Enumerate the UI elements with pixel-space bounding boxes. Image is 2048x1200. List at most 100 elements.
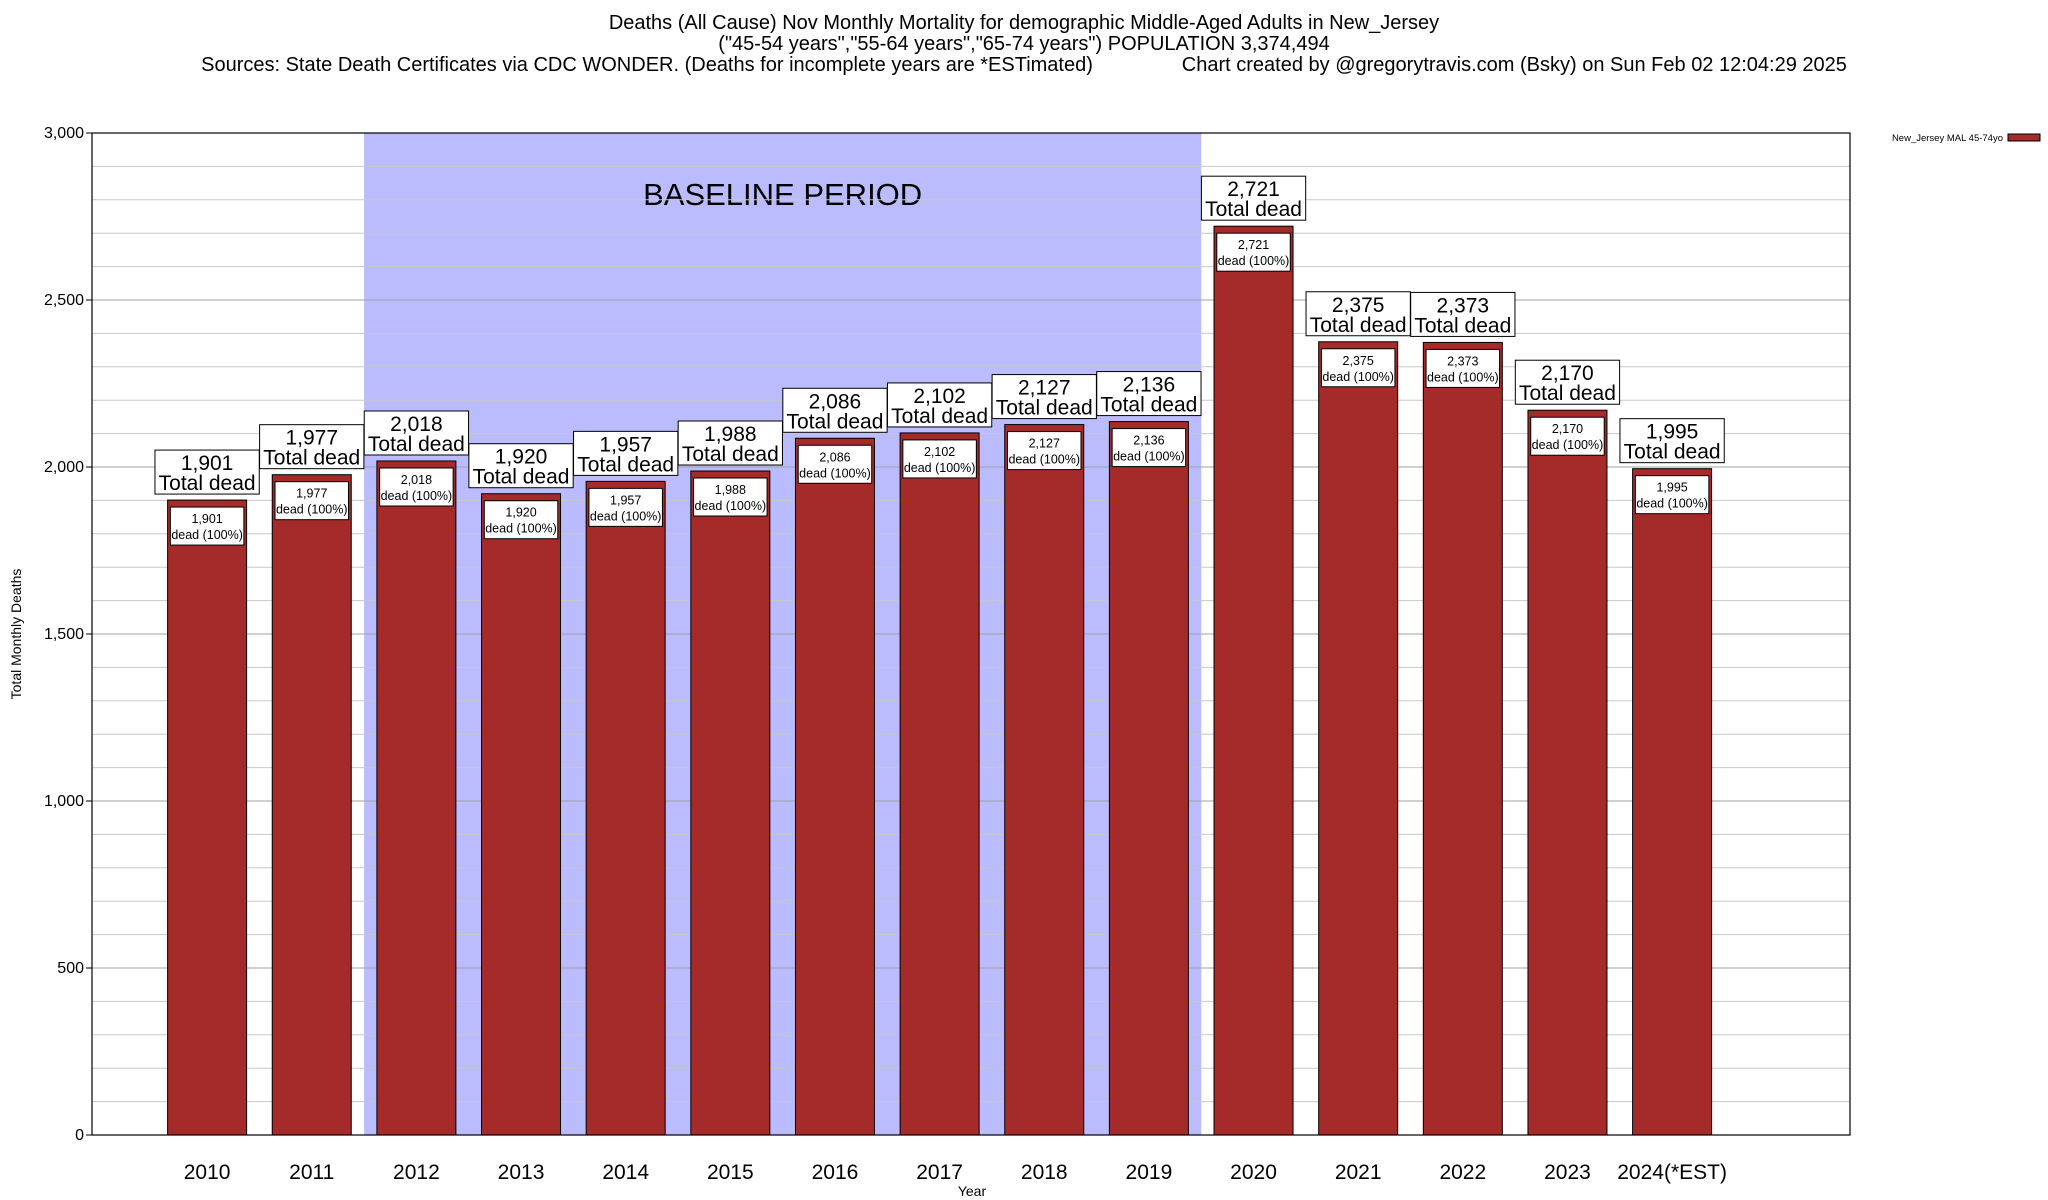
bar-inner-caption: dead (100%): [1636, 497, 1708, 511]
y-tick-label: 0: [75, 1127, 84, 1144]
bar-top-caption: Total dead: [1414, 314, 1511, 337]
bar: [690, 470, 771, 1136]
bar-inner-caption: dead (100%): [695, 499, 767, 513]
y-tick-label: 1,000: [44, 793, 84, 810]
bar-top-value: 1,920: [495, 446, 548, 469]
bar-top-value: 1,901: [181, 452, 234, 475]
bar: [1213, 225, 1294, 1136]
bar-top-label-box: [363, 410, 470, 456]
bar-top-value: 1,995: [1646, 421, 1699, 444]
bar-inner-value: 2,136: [1133, 434, 1164, 448]
bar-inner-label-box: [797, 444, 873, 484]
bar-top-caption: Total dead: [891, 405, 988, 428]
bar-inner-value: 1,957: [610, 493, 641, 507]
bar-inner-label-box: [379, 467, 454, 507]
chart-subtitle: ("45-54 years","55-64 years","65-74 year…: [718, 33, 1330, 55]
bar-inner-caption: dead (100%): [381, 489, 453, 503]
bar-inner-caption: dead (100%): [171, 528, 243, 542]
plot-frame: [91, 132, 1851, 1136]
bar-top-value: 2,170: [1541, 362, 1594, 385]
x-axis-label: Year: [958, 1183, 987, 1199]
bar-inner-value: 2,721: [1238, 238, 1269, 252]
bar-inner-caption: dead (100%): [276, 503, 348, 517]
bar-inner-caption: dead (100%): [904, 461, 976, 475]
bar-top-value: 2,721: [1227, 178, 1280, 201]
bar-inner-caption: dead (100%): [1532, 438, 1604, 452]
x-tick-label: 2019: [1126, 1161, 1173, 1184]
bar-top-label-box: [1619, 418, 1725, 464]
x-tick-label: 2024(*EST): [1617, 1161, 1727, 1184]
bar-inner-value: 2,018: [401, 473, 432, 487]
bar: [1632, 468, 1713, 1136]
x-tick-label: 2016: [812, 1161, 859, 1184]
x-tick-label: 2010: [184, 1161, 231, 1184]
bar-inner-value: 2,102: [924, 445, 955, 459]
x-tick-label: 2012: [393, 1161, 440, 1184]
y-tick-label: 2,000: [44, 459, 84, 476]
legend-entry-label: New_Jersey MAL 45-74yo: [1892, 133, 2003, 144]
x-tick-label: 2020: [1230, 1161, 1277, 1184]
bar-inner-label-box: [1216, 232, 1291, 272]
bar-top-value: 1,988: [704, 423, 757, 446]
x-tick-label: 2022: [1439, 1161, 1486, 1184]
bar-top-label-box: [1410, 291, 1516, 337]
chart-title: Deaths (All Cause) Nov Monthly Mortality…: [608, 12, 1440, 34]
bar: [794, 437, 875, 1136]
y-tick-label: 500: [57, 960, 84, 977]
x-tick-label: 2023: [1544, 1161, 1591, 1184]
bar-top-caption: Total dead: [996, 397, 1093, 420]
bar-inner-caption: dead (100%): [590, 509, 662, 523]
bar-inner-caption: dead (100%): [1113, 450, 1185, 464]
legend-swatch: [2007, 133, 2041, 142]
chart-sources: Sources: State Death Certificates via CD…: [201, 54, 1847, 76]
bar-top-caption: Total dead: [1624, 441, 1721, 464]
bar-inner-value: 2,375: [1343, 354, 1374, 368]
bar-inner-label-box: [483, 500, 559, 540]
bar-top-caption: Total dead: [263, 447, 360, 470]
bar-top-caption: Total dead: [787, 410, 884, 433]
bar-inner-label-box: [1007, 431, 1082, 471]
bar-top-value: 1,957: [599, 433, 652, 456]
bar-top-label-box: [1096, 371, 1202, 417]
bar-top-caption: Total dead: [682, 443, 779, 466]
x-tick-label: 2017: [916, 1161, 963, 1184]
bar-inner-label-box: [1320, 348, 1396, 388]
bar-top-caption: Total dead: [159, 472, 256, 495]
bar-inner-value: 2,127: [1029, 437, 1060, 451]
x-tick-label: 2018: [1021, 1161, 1068, 1184]
bar-top-caption: Total dead: [473, 466, 570, 489]
bar-top-label-box: [1514, 359, 1621, 405]
x-tick-label: 2015: [707, 1161, 754, 1184]
bar-top-value: 2,086: [809, 390, 862, 413]
bar-inner-caption: dead (100%): [485, 522, 557, 536]
bar-top-caption: Total dead: [577, 453, 674, 476]
bar-inner-caption: dead (100%): [1008, 453, 1080, 467]
bar-inner-caption: dead (100%): [1322, 370, 1394, 384]
bar-top-value: 1,977: [285, 427, 338, 450]
bar: [1318, 341, 1399, 1136]
bar-top-label-box: [1200, 175, 1307, 221]
bar-inner-label-box: [1111, 428, 1187, 468]
bar-top-value: 2,018: [390, 413, 443, 436]
bar: [271, 474, 352, 1136]
y-tick-label: 3,000: [44, 125, 84, 142]
bar-top-value: 2,102: [913, 385, 966, 408]
bar-top-label-box: [886, 382, 993, 428]
x-tick-label: 2014: [602, 1161, 649, 1184]
bar-top-label-box: [1305, 291, 1411, 337]
bar: [481, 493, 562, 1136]
bar-top-value: 2,136: [1123, 374, 1176, 397]
bar-inner-label-box: [274, 481, 349, 521]
bar-inner-value: 1,977: [296, 487, 327, 501]
bar-inner-label-box: [169, 506, 245, 546]
x-tick-label: 2013: [498, 1161, 545, 1184]
bar: [167, 499, 248, 1136]
bar-inner-label-box: [693, 477, 768, 517]
bar-top-caption: Total dead: [1310, 314, 1407, 337]
bar-inner-value: 2,170: [1552, 422, 1583, 436]
bar-top-label-box: [677, 420, 783, 466]
x-tick-label: 2011: [289, 1161, 334, 1184]
bar-top-value: 2,127: [1018, 377, 1071, 400]
bar-inner-label-box: [1530, 416, 1605, 456]
